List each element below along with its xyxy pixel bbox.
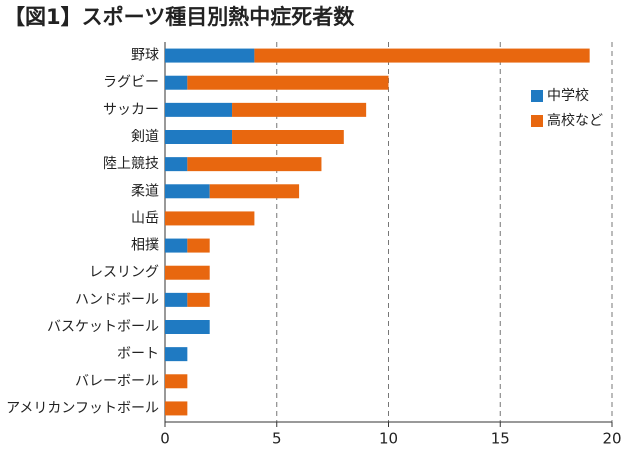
bar-segment bbox=[209, 184, 300, 199]
y-tick-label: サッカー bbox=[103, 102, 159, 118]
legend-label: 高校など bbox=[547, 112, 603, 129]
y-tick-label: 相撲 bbox=[131, 238, 159, 254]
bar-segment bbox=[165, 211, 255, 226]
bar-segment bbox=[165, 320, 210, 334]
bar-segment bbox=[165, 130, 233, 144]
x-tick-label: 20 bbox=[602, 430, 621, 448]
bar-segment bbox=[187, 292, 210, 307]
y-tick-label: ボート bbox=[117, 346, 159, 362]
bar-segment bbox=[232, 102, 367, 117]
bar-segment bbox=[165, 238, 188, 253]
x-tick-label: 10 bbox=[379, 430, 398, 448]
y-tick-label: バレーボール bbox=[75, 373, 159, 389]
bar-segment bbox=[165, 347, 188, 362]
bar-segment bbox=[187, 157, 322, 172]
bar-segment bbox=[187, 238, 210, 253]
chart-title: 【図1】スポーツ種目別熱中症死者数 bbox=[4, 5, 355, 29]
bar-segment bbox=[165, 374, 188, 389]
bar-segment bbox=[165, 157, 188, 172]
x-tick-label: 5 bbox=[272, 430, 282, 448]
y-tick-label: 野球 bbox=[131, 48, 159, 64]
y-tick-label: アメリカンフットボール bbox=[6, 400, 159, 416]
bar-segment bbox=[187, 75, 389, 90]
x-tick-label: 15 bbox=[491, 430, 510, 448]
bar-segment bbox=[165, 265, 210, 280]
bar-segment bbox=[165, 401, 188, 416]
y-tick-label: ラグビー bbox=[103, 75, 159, 91]
y-tick-label: 山岳 bbox=[131, 210, 159, 226]
legend-swatch bbox=[531, 90, 543, 102]
y-tick-label: バスケットボール bbox=[47, 319, 159, 335]
bar-segment bbox=[165, 48, 255, 63]
bar-segment bbox=[165, 75, 188, 90]
x-tick-label: 0 bbox=[160, 430, 170, 448]
bar-segment bbox=[232, 130, 344, 144]
y-tick-label: 剣道 bbox=[131, 129, 159, 145]
bar-segment bbox=[254, 48, 590, 63]
bar-segment bbox=[165, 102, 233, 117]
legend-label: 中学校 bbox=[547, 87, 589, 104]
y-tick-label: 陸上競技 bbox=[103, 156, 159, 172]
y-tick-label: 柔道 bbox=[131, 183, 159, 199]
y-tick-label: ハンドボール bbox=[75, 292, 159, 308]
bar-segment bbox=[165, 292, 188, 307]
y-tick-label: レスリング bbox=[89, 265, 159, 281]
bar-segment bbox=[165, 184, 210, 199]
legend-swatch bbox=[531, 115, 543, 127]
